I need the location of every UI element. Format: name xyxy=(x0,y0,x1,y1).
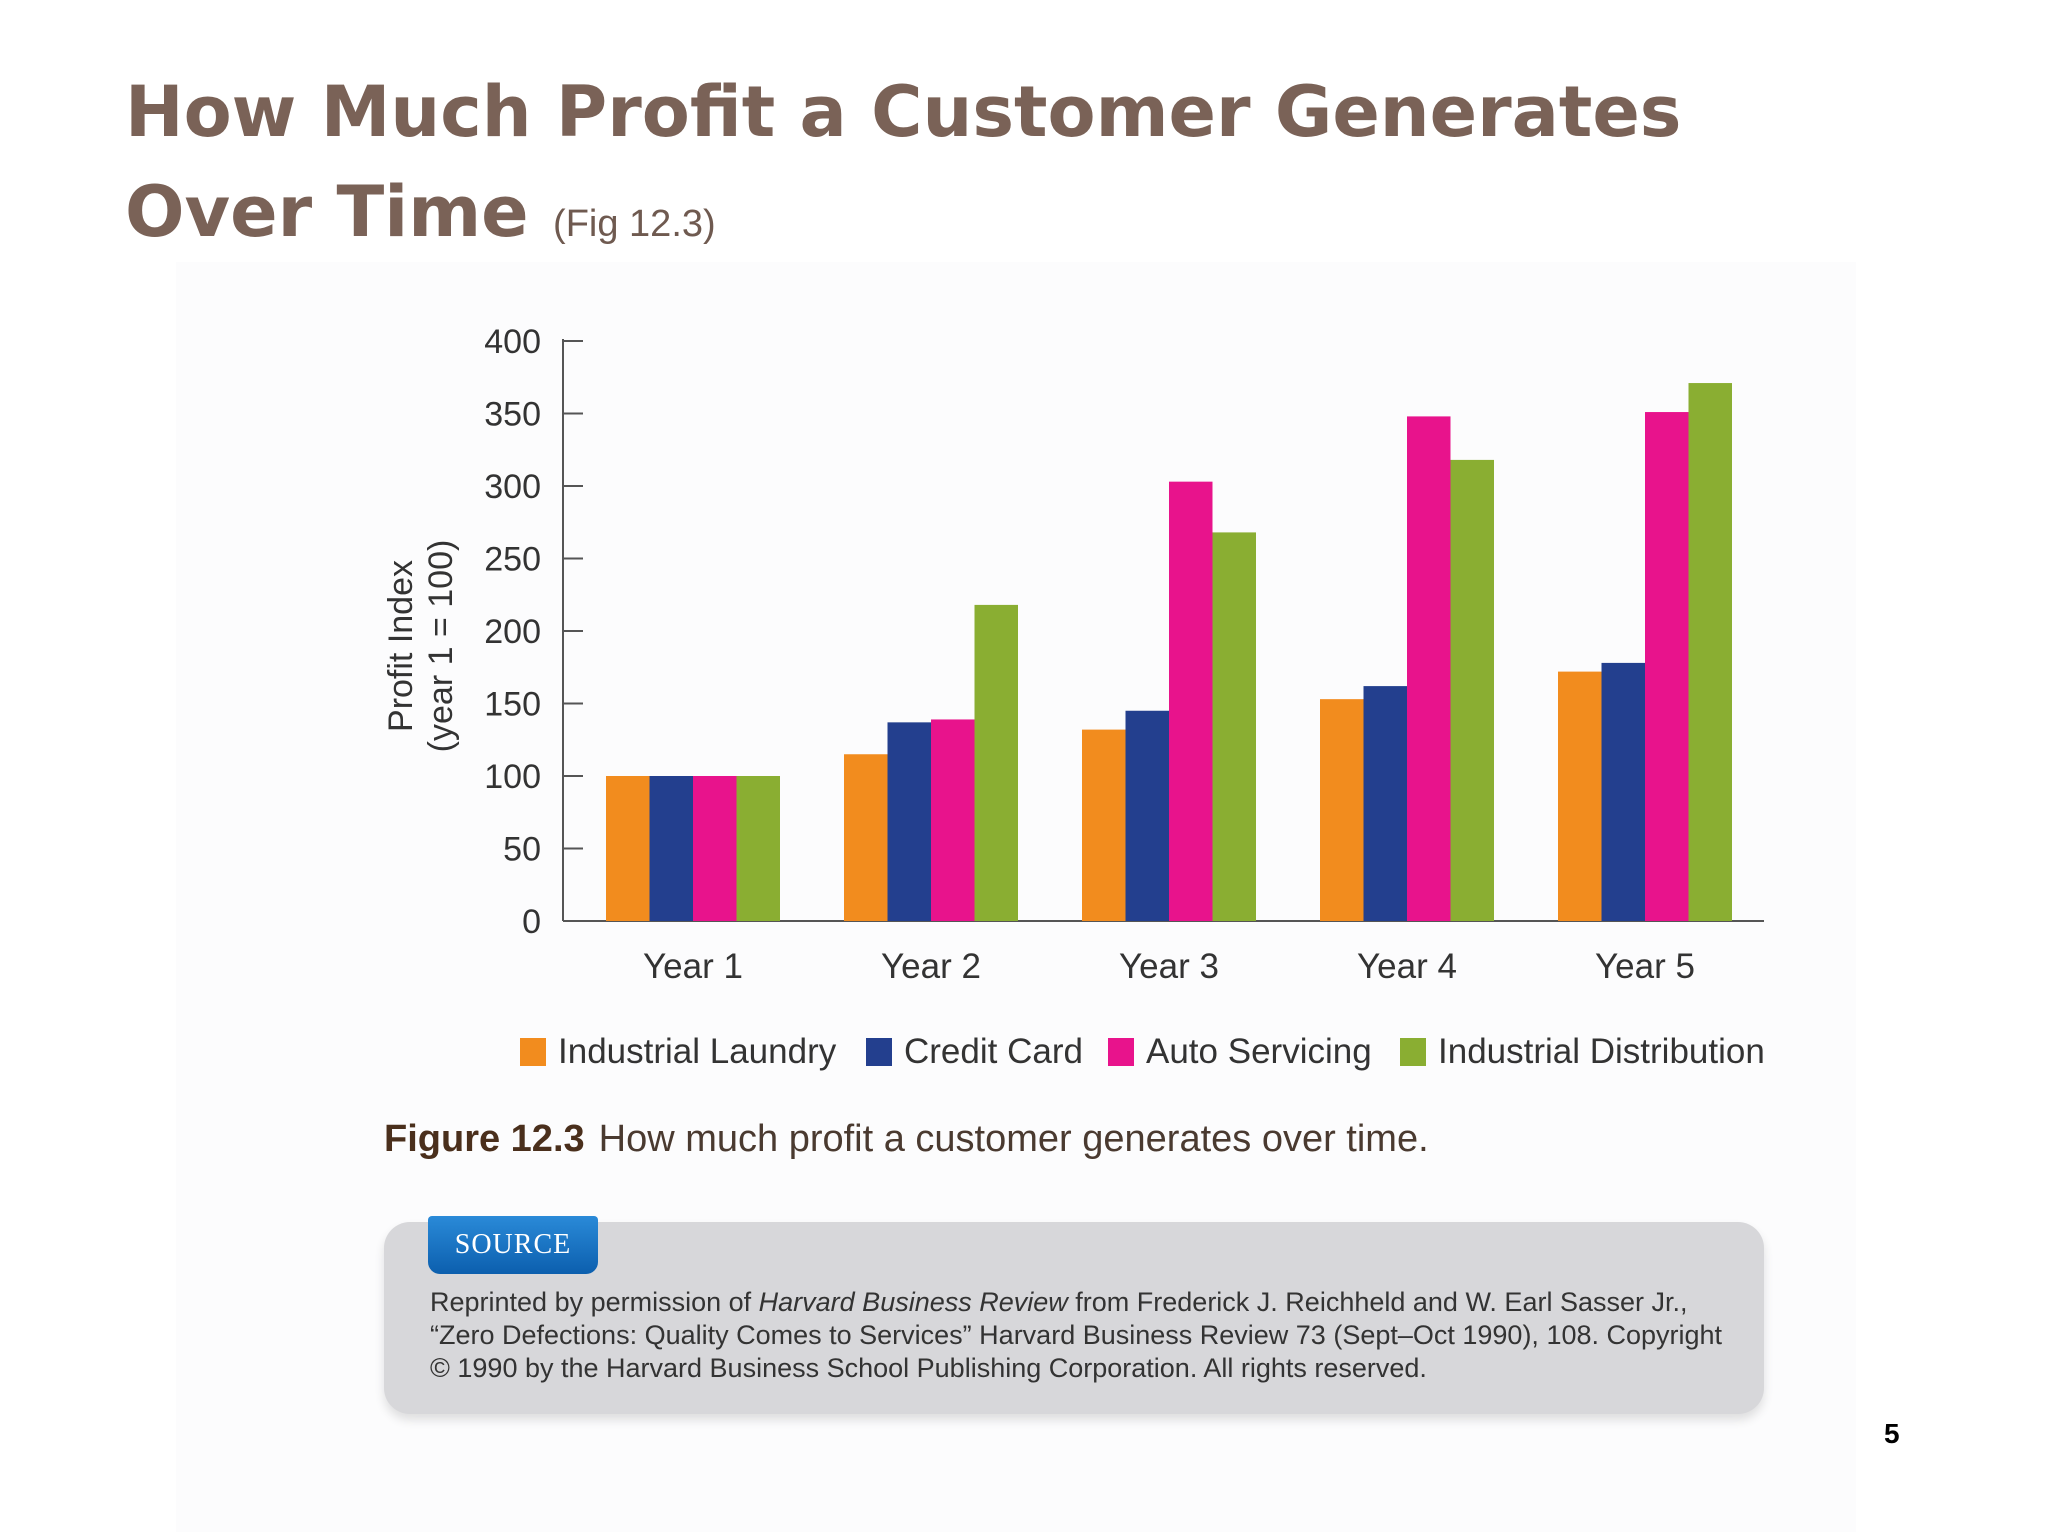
bar xyxy=(736,776,780,921)
legend: Industrial Laundry Credit Card Auto Servic… xyxy=(520,1032,1765,1071)
bar xyxy=(1407,416,1451,921)
figure-number: Figure 12.3 xyxy=(384,1118,585,1160)
x-axis-labels: Year 1 Year 2 Year 3 Year 4 Year 5 xyxy=(643,947,1695,986)
bar xyxy=(1212,532,1256,921)
x-tick-label: Year 1 xyxy=(643,947,743,986)
bar xyxy=(1169,481,1213,921)
bar xyxy=(1125,710,1169,921)
legend-swatch xyxy=(866,1038,892,1066)
y-tick-label: 0 xyxy=(522,903,541,941)
y-tick-label: 200 xyxy=(484,613,541,651)
bar xyxy=(974,604,1018,921)
figure-reference: (Fig 12.3) xyxy=(553,203,716,245)
figure-caption-text: How much profit a customer generates ove… xyxy=(598,1118,1429,1160)
y-axis-title-line-2: (year 1 = 100) xyxy=(422,540,460,753)
bar xyxy=(1558,671,1602,921)
source-tab: SOURCE xyxy=(428,1216,598,1274)
y-tick-label: 150 xyxy=(484,686,541,724)
page-number: 5 xyxy=(1884,1418,1900,1449)
legend-swatch xyxy=(1108,1038,1134,1066)
legend-label: Industrial Laundry xyxy=(558,1032,837,1071)
bar xyxy=(606,776,650,921)
legend-label: Industrial Distribution xyxy=(1438,1032,1765,1071)
y-tick-label: 350 xyxy=(484,396,541,434)
bar-chart: Profit Index (year 1 = 100) 0 50 100 150 200… xyxy=(382,323,1765,1071)
bar xyxy=(693,776,737,921)
bar xyxy=(1645,412,1689,921)
bar xyxy=(1688,383,1732,921)
title-line-1: How Much Profit a Customer Generates xyxy=(125,71,1682,153)
source-text-pre: Reprinted by permission of xyxy=(430,1287,759,1317)
y-tick-label: 300 xyxy=(484,468,541,506)
x-tick-label: Year 5 xyxy=(1595,947,1695,986)
x-tick-label: Year 2 xyxy=(881,947,981,986)
legend-label: Credit Card xyxy=(904,1032,1083,1071)
y-tick-label: 100 xyxy=(484,758,541,796)
source-box: SOURCE Reprinted by permission of Harvar… xyxy=(384,1216,1764,1414)
legend-swatch xyxy=(1400,1038,1426,1066)
legend-label: Auto Servicing xyxy=(1146,1032,1372,1071)
bar xyxy=(1601,662,1645,921)
source-journal: Harvard Business Review xyxy=(758,1287,1068,1317)
bar xyxy=(931,719,975,921)
bar xyxy=(1320,699,1364,921)
y-tick-label: 250 xyxy=(484,541,541,579)
bar xyxy=(844,754,888,921)
y-tick-label: 50 xyxy=(503,831,541,869)
title-line-2: Over Time xyxy=(125,171,529,253)
y-tick-label: 400 xyxy=(484,323,541,361)
source-text: Reprinted by permission of Harvard Busin… xyxy=(430,1286,1730,1385)
bar xyxy=(1450,459,1494,921)
bars xyxy=(606,383,1732,921)
bar xyxy=(1082,729,1126,921)
source-text-post: from Frederick J. Reichheld and W. Earl … xyxy=(430,1287,1723,1383)
bar xyxy=(649,776,693,921)
y-axis-title-line-1: Profit Index xyxy=(382,560,420,732)
bar xyxy=(887,722,931,921)
legend-swatch xyxy=(520,1038,546,1066)
bar xyxy=(1363,686,1407,921)
y-axis-title: Profit Index (year 1 = 100) xyxy=(382,540,460,753)
figure-caption: Figure 12.3 How much profit a customer ge… xyxy=(384,1118,1429,1161)
slide-title: How Much Profit a Customer Generates Ove… xyxy=(125,62,1825,274)
x-tick-label: Year 3 xyxy=(1119,947,1219,986)
x-tick-label: Year 4 xyxy=(1357,947,1457,986)
